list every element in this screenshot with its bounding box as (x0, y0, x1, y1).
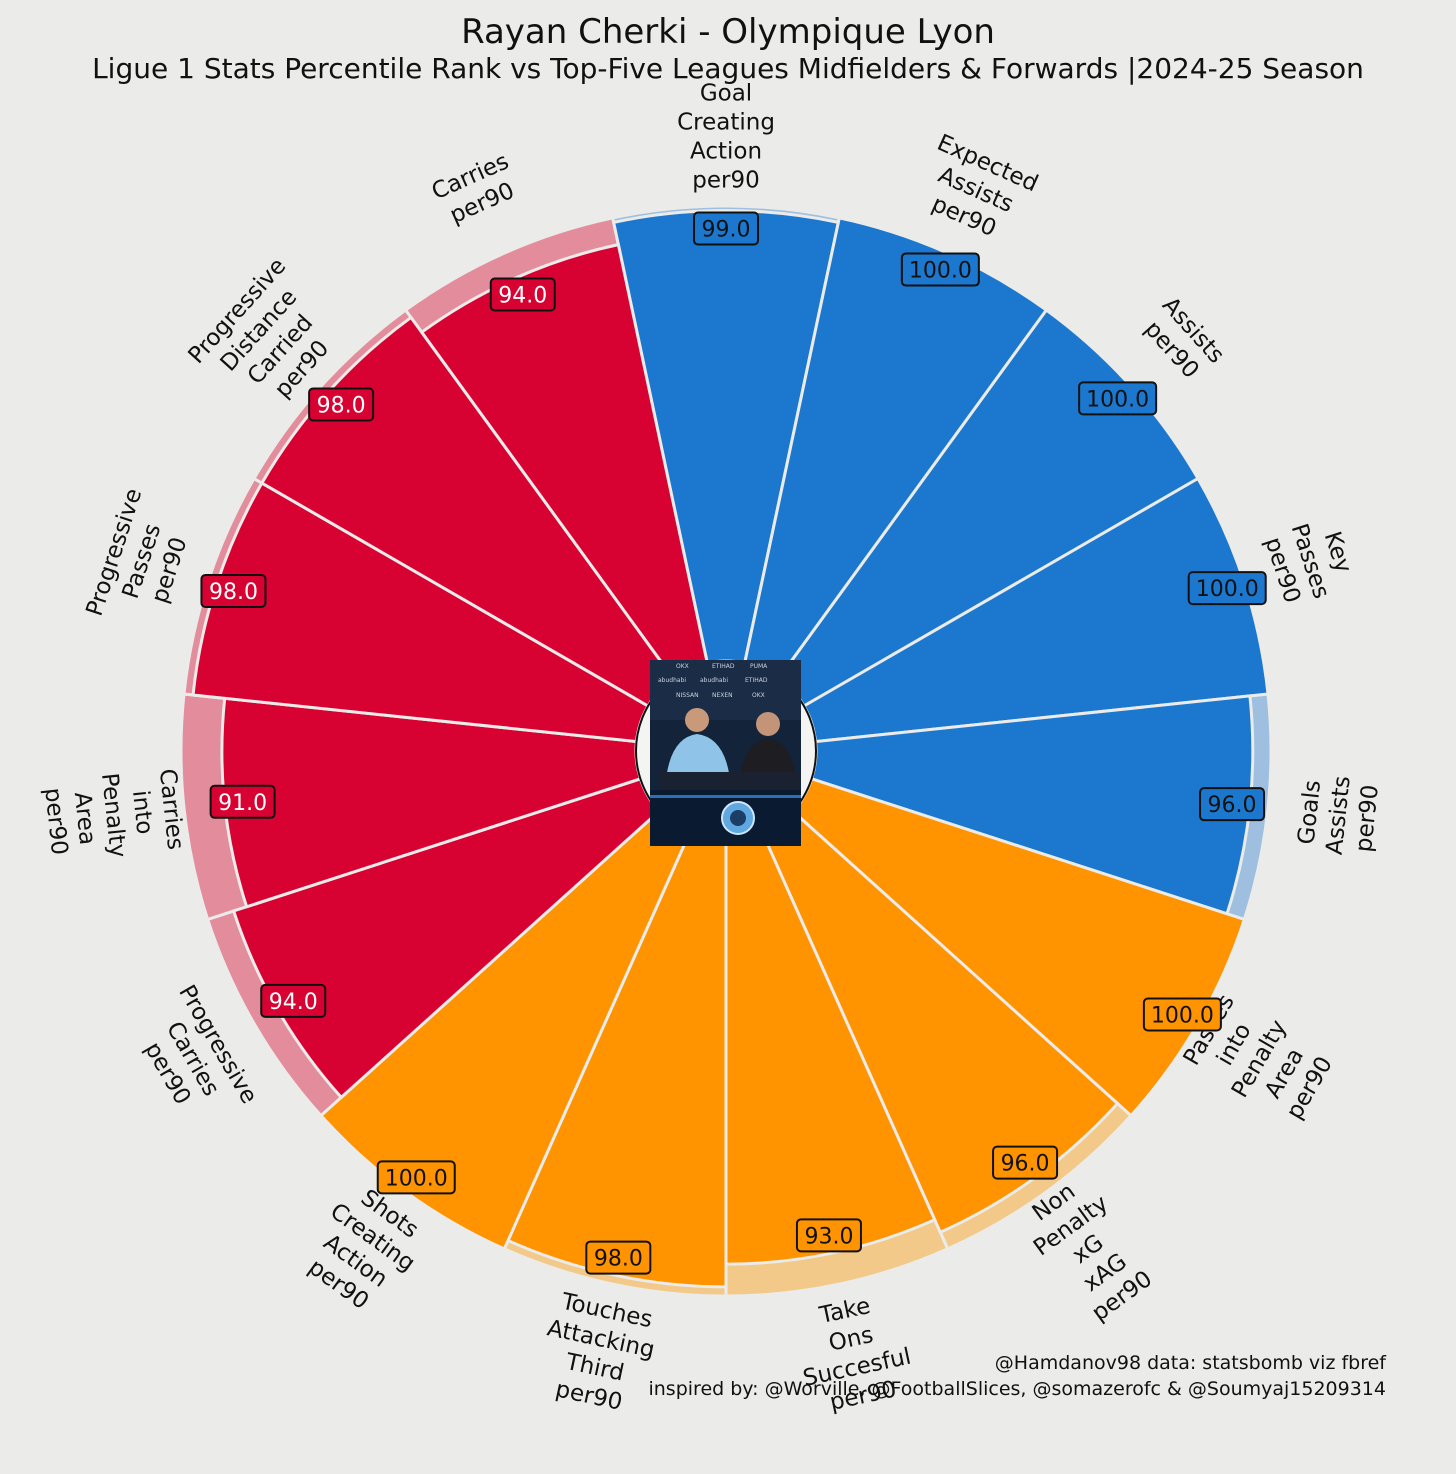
svg-text:ETIHAD: ETIHAD (712, 663, 735, 670)
slice-label-line: per90 (692, 168, 759, 194)
value-label: 100.0 (1086, 387, 1149, 412)
value-badge: 96.0 (992, 1145, 1059, 1180)
player-photo-icon: OKX ETIHAD PUMA abudhabi abudhabi ETIHAD NIS… (650, 660, 801, 846)
value-label: 100.0 (1196, 577, 1259, 602)
value-badge: 93.0 (795, 1218, 862, 1253)
value-badge: 99.0 (693, 211, 759, 246)
svg-text:NEXEN: NEXEN (712, 692, 733, 699)
value-badge: 94.0 (489, 277, 556, 312)
value-badge: 100.0 (1142, 997, 1222, 1032)
value-label: 91.0 (218, 791, 267, 816)
slice-label-line: Assists (1322, 775, 1356, 856)
value-label: 98.0 (317, 393, 366, 418)
value-badge: 100.0 (1187, 571, 1267, 606)
svg-text:OKX: OKX (752, 692, 765, 699)
center-photo: OKX ETIHAD PUMA abudhabi abudhabi ETIHAD NIS… (635, 660, 817, 846)
svg-text:abudhabi: abudhabi (658, 677, 686, 684)
slice-value-layer (191, 209, 1270, 1289)
value-badge: 91.0 (209, 784, 276, 819)
slice-label-line: Penalty (96, 772, 131, 859)
value-badge: 94.0 (260, 983, 327, 1018)
slice-label-line: Area (69, 791, 100, 846)
slice-label: Goal Creating Action per90 (677, 81, 775, 194)
value-badge: 100.0 (1078, 381, 1158, 416)
svg-text:OKX: OKX (676, 663, 689, 670)
svg-text:PUMA: PUMA (750, 663, 768, 670)
value-label: 100.0 (1151, 1004, 1214, 1029)
svg-text:NISSAN: NISSAN (676, 692, 699, 699)
value-label: 96.0 (1001, 1152, 1050, 1177)
svg-text:abudhabi: abudhabi (700, 677, 728, 684)
slice-label-line: Goals (1293, 779, 1326, 846)
value-badge: 98.0 (200, 573, 267, 608)
value-badge: 98.0 (308, 387, 375, 422)
slice-label-line: into (127, 789, 157, 836)
slice-label-line: Action (690, 139, 762, 165)
value-badge: 100.0 (900, 252, 980, 287)
value-label: 99.0 (702, 218, 751, 243)
chart-title: Rayan Cherki - Olympique Lyon (461, 12, 995, 52)
slice-label-line: per90 (39, 787, 72, 857)
value-label: 93.0 (804, 1224, 853, 1249)
value-label: 98.0 (594, 1247, 643, 1272)
value-label: 98.0 (209, 580, 258, 605)
credit-line-1: @Hamdanov98 data: statsbomb viz fbref (994, 1352, 1386, 1374)
credit-line-2: inspired by: @Worville, @FootballSlices,… (648, 1378, 1386, 1400)
value-badge: 100.0 (376, 1160, 456, 1195)
chart-subtitle: Ligue 1 Stats Percentile Rank vs Top-Fiv… (92, 52, 1364, 85)
value-label: 100.0 (909, 259, 972, 284)
value-label: 96.0 (1208, 793, 1257, 818)
value-badge: 96.0 (1199, 787, 1266, 822)
value-label: 94.0 (269, 990, 318, 1015)
slice-label-line: Creating (677, 110, 775, 136)
value-label: 100.0 (385, 1166, 448, 1191)
value-label: 94.0 (498, 284, 547, 309)
slice-label-line: per90 (1351, 784, 1384, 854)
value-badge: 98.0 (585, 1240, 652, 1275)
svg-text:ETIHAD: ETIHAD (745, 677, 768, 684)
value-badge-layer: 99.0 100.0 100.0 100.0 96.0 100.0 96.0 93.0 98.0… (200, 211, 1267, 1275)
slice-label-line: Goal (700, 81, 752, 107)
